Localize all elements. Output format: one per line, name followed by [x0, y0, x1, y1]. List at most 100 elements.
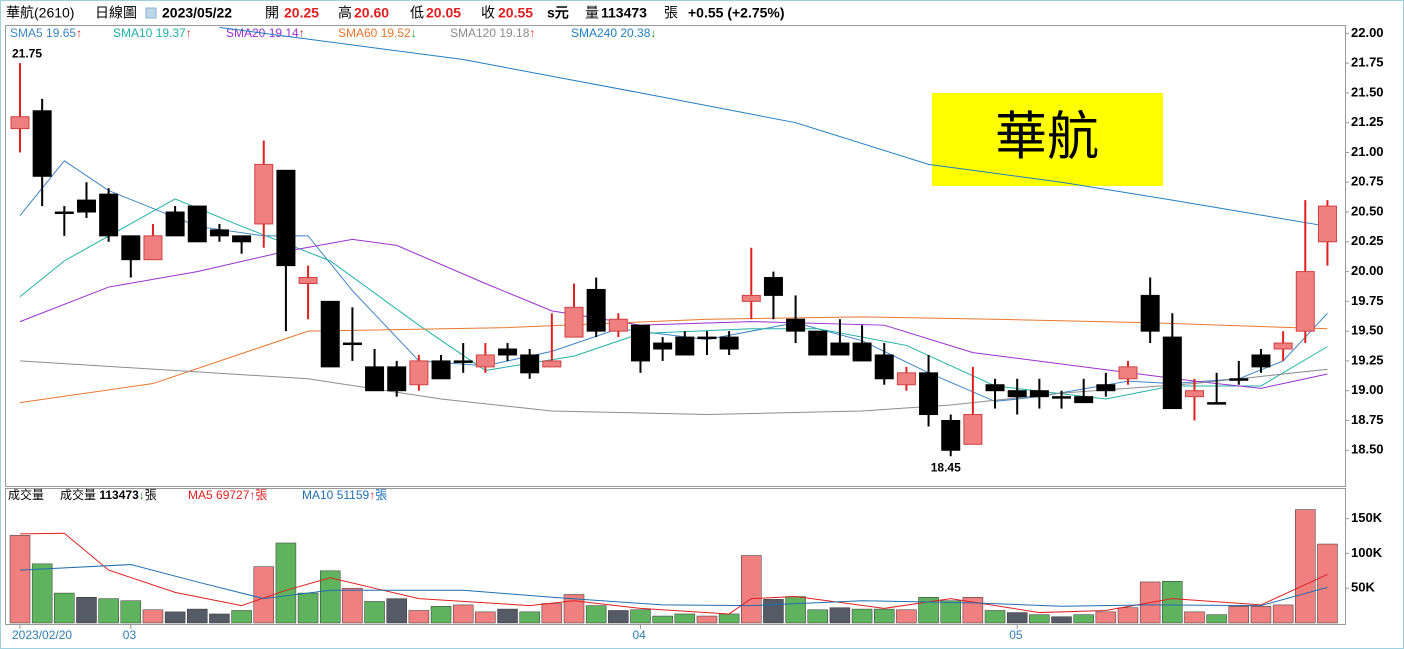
- legend-unit: 張: [255, 488, 267, 502]
- volume-bar: [76, 597, 97, 624]
- ma-line: [219, 26, 1328, 227]
- volume-bar: [98, 598, 119, 624]
- candle-body: [143, 235, 163, 261]
- y-tick-label: 20.00: [1351, 263, 1384, 278]
- candle-body: [453, 360, 473, 363]
- volume-ma-line: [19, 532, 1328, 615]
- candle-body: [1162, 336, 1182, 410]
- candle-body: [608, 318, 628, 332]
- y-tick-label: 19.75: [1351, 293, 1384, 308]
- legend-value: 69727: [216, 488, 250, 502]
- legend-arrow: ↑: [76, 26, 82, 40]
- y-tick-label: 19.00: [1351, 382, 1384, 397]
- volume-bar: [1228, 606, 1250, 624]
- legend-value: 19.18: [499, 26, 529, 40]
- header-text: 量: [585, 5, 599, 21]
- volume-tick-label: 100K: [1351, 545, 1383, 560]
- header-text: 20.05: [426, 5, 461, 21]
- volume-legend: MA10 51159↑張: [302, 488, 387, 502]
- legend-entry: SMA5 19.65↑: [10, 26, 82, 40]
- volume-bar: [209, 613, 230, 624]
- volume-bar: [585, 605, 607, 624]
- candle-body: [1207, 402, 1227, 405]
- volume-bar: [1162, 580, 1183, 624]
- candle-body: [919, 372, 939, 416]
- candle-body: [896, 372, 916, 386]
- y-tick-label: 18.50: [1351, 442, 1384, 457]
- legend-name: SMA5: [10, 26, 43, 40]
- y-tick-label: 19.50: [1351, 323, 1384, 338]
- candle-body: [763, 277, 783, 296]
- candle-body: [365, 366, 385, 392]
- volume-bar: [164, 611, 186, 624]
- y-tick-label: 19.25: [1351, 352, 1384, 367]
- volume-bar: [1029, 614, 1050, 624]
- volume-bar: [1206, 614, 1227, 624]
- candle-body: [10, 116, 30, 130]
- candle-body: [498, 348, 518, 356]
- y-tick-label: 21.25: [1351, 114, 1384, 129]
- volume-bar: [1117, 607, 1139, 624]
- header-text: 低: [410, 5, 424, 21]
- volume-bar: [918, 597, 939, 624]
- candle-body: [298, 277, 318, 284]
- volume-title: 成交量: [8, 487, 44, 502]
- x-tick-label: 04: [632, 628, 646, 642]
- y-tick-label: 21.00: [1351, 144, 1384, 159]
- candle-body: [342, 342, 362, 346]
- candle-body: [1251, 354, 1271, 368]
- candle-body: [963, 414, 983, 445]
- candle-body: [1184, 390, 1204, 398]
- candle-body: [719, 336, 739, 350]
- y-tick-label: 20.25: [1351, 233, 1384, 248]
- legend-arrow: ↑: [529, 26, 535, 40]
- legend-value: 19.14: [269, 26, 299, 40]
- legend-arrow: ↓: [411, 26, 417, 40]
- candle-body: [209, 229, 229, 237]
- volume-tick-label: 50K: [1351, 580, 1375, 595]
- volume-bar: [430, 606, 452, 624]
- candle-body: [852, 342, 872, 362]
- candle-body: [808, 330, 828, 356]
- y-tick-label: 21.50: [1351, 84, 1384, 99]
- volume-bar: [187, 608, 208, 624]
- header-text: 張: [664, 5, 678, 21]
- volume-bar: [652, 615, 673, 624]
- volume-bar: [807, 609, 829, 624]
- volume-bar: [1095, 611, 1117, 624]
- y-tick-label: 18.75: [1351, 412, 1384, 427]
- legend-arrow: ↓: [650, 26, 656, 40]
- volume-bar: [763, 599, 784, 624]
- price-annotation: 18.45: [931, 460, 961, 474]
- candle-body: [1295, 271, 1315, 332]
- legend-value: 113473: [99, 488, 139, 502]
- legend-name: 成交量: [60, 487, 96, 502]
- legend-entry: SMA240 20.38↓: [571, 26, 656, 40]
- legend-value: 19.37: [156, 26, 186, 40]
- candle-body: [741, 294, 761, 302]
- y-tick-label: 21.75: [1351, 55, 1384, 70]
- volume-bar: [231, 610, 252, 624]
- volume-bar: [452, 604, 474, 624]
- candle-body: [99, 193, 119, 237]
- candle-body: [985, 384, 1005, 392]
- volume-bar: [364, 601, 385, 624]
- candle-body: [187, 205, 207, 243]
- candle-body: [475, 354, 495, 368]
- header-text: 20.25: [284, 5, 319, 21]
- candle-body: [1029, 390, 1049, 398]
- ma-line: [19, 316, 1328, 404]
- volume-bar: [1250, 606, 1272, 624]
- candle-body: [387, 366, 407, 392]
- candle-body: [431, 360, 451, 380]
- candle-body: [276, 169, 296, 267]
- volume-bar: [896, 609, 917, 624]
- volume-bar: [674, 613, 696, 624]
- legend-arrow: ↓: [139, 488, 145, 502]
- volume-bar: [541, 603, 563, 624]
- legend-name: SMA60: [338, 26, 378, 40]
- x-tick-label: 03: [123, 628, 137, 642]
- candle-body: [1074, 396, 1094, 404]
- volume-bar: [1184, 611, 1205, 624]
